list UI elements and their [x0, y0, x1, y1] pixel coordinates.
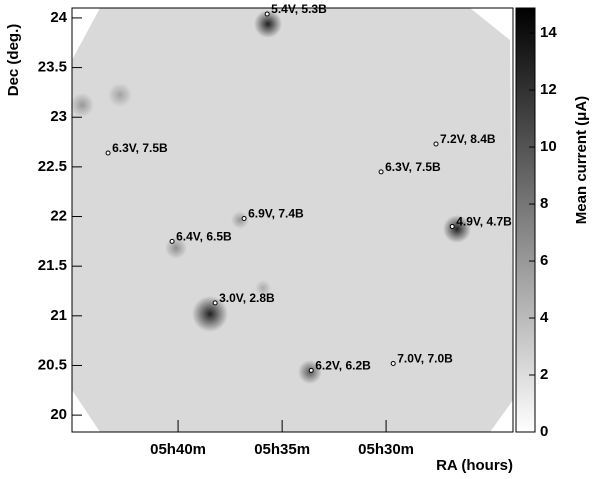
colorbar-tick-label: 10 [540, 138, 557, 155]
y-tick-label: 23 [50, 108, 67, 125]
plot-frame [71, 7, 514, 433]
colorbar-label: Mean current (μA) [573, 96, 590, 224]
colorbar [515, 7, 536, 433]
x-axis-label: RA (hours) [436, 457, 513, 474]
colorbar-tick-label: 8 [540, 195, 548, 212]
y-axis-label: Dec (deg.) [5, 24, 22, 97]
y-tick-label: 20 [50, 406, 67, 423]
y-tick-label: 24 [50, 9, 67, 26]
star-marker [390, 360, 396, 366]
star-marker [241, 216, 247, 222]
star-marker [212, 300, 218, 306]
star-label: 6.4V, 6.5B [176, 230, 232, 244]
y-tick-label: 21 [50, 307, 67, 324]
star-label: 7.0V, 7.0B [397, 352, 453, 366]
sky-field [70, 8, 513, 432]
x-tick-label: 05h30m [358, 441, 414, 458]
star-marker [433, 141, 439, 147]
star-marker [378, 169, 384, 175]
star-marker [308, 367, 314, 373]
colorbar-tick-label: 12 [540, 81, 557, 98]
y-tick-label: 22 [50, 207, 67, 224]
y-tick-label: 20.5 [38, 356, 67, 373]
colorbar-tick-label: 4 [540, 309, 549, 326]
x-tick-label: 05h35m [254, 441, 310, 458]
star-label: 4.9V, 4.7B [456, 215, 512, 229]
star-marker [169, 238, 175, 244]
colorbar-tick-label: 6 [540, 252, 548, 269]
star-marker [449, 223, 455, 229]
star-label: 7.2V, 8.4B [440, 132, 496, 146]
y-tick-label: 22.5 [38, 158, 67, 175]
colorbar-tick-label: 2 [540, 366, 548, 383]
colorbar-tick-label: 14 [540, 24, 557, 41]
star-label: 6.3V, 7.5B [385, 160, 441, 174]
y-tick-label: 21.5 [38, 257, 67, 274]
star-label: 5.4V, 5.3B [271, 2, 327, 16]
star-marker [105, 150, 111, 156]
star-label: 6.9V, 7.4B [248, 207, 304, 221]
colorbar-tick-label: 0 [540, 423, 548, 440]
x-tick-label: 05h40m [150, 441, 206, 458]
star-label: 3.0V, 2.8B [219, 291, 275, 305]
star-label: 6.2V, 6.2B [315, 359, 371, 373]
star-marker [264, 11, 270, 17]
y-tick-label: 23.5 [38, 59, 67, 76]
star-label: 6.3V, 7.5B [112, 141, 168, 155]
